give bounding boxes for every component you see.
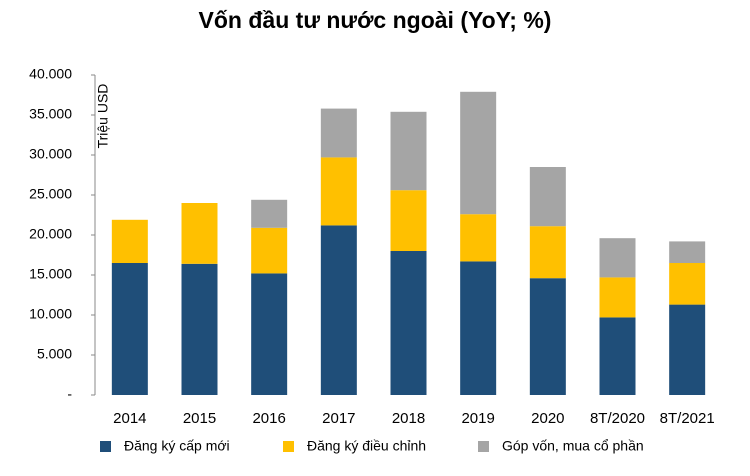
y-tick-label: 30.000 xyxy=(29,146,72,162)
bar-segment xyxy=(669,263,706,305)
bar-segment xyxy=(390,111,427,191)
bar-segment xyxy=(599,277,636,318)
bar-segment xyxy=(251,227,288,274)
bar-segment xyxy=(181,203,218,264)
bar-segment xyxy=(599,317,636,395)
bar-segment xyxy=(320,108,357,158)
x-tick-label: 2015 xyxy=(183,410,216,427)
legend-swatch xyxy=(100,441,111,452)
x-tick-label: 8T/2021 xyxy=(660,410,715,427)
bar-segment xyxy=(669,241,706,263)
y-tick-label: 35.000 xyxy=(29,106,72,122)
bar-segment xyxy=(390,190,427,251)
y-tick-label: 25.000 xyxy=(29,186,72,202)
bar-segment xyxy=(111,219,148,263)
chart-title: Vốn đầu tư nước ngoài (YoY; %) xyxy=(199,7,552,33)
bar-segment xyxy=(460,214,497,262)
bar-segment xyxy=(251,199,288,228)
y-tick-label: - xyxy=(67,386,72,402)
bar-segment xyxy=(251,273,288,395)
bar-segment xyxy=(599,238,636,278)
bar-segment xyxy=(111,263,148,395)
bar-segment xyxy=(529,278,566,395)
bar-segment xyxy=(460,91,497,215)
legend-label: Góp vốn, mua cổ phần xyxy=(502,438,644,454)
x-tick-label: 2018 xyxy=(392,410,425,427)
bar-segment xyxy=(669,304,706,395)
bar-segment xyxy=(320,225,357,395)
bar-segment xyxy=(529,226,566,279)
bar-segment xyxy=(390,251,427,395)
x-tick-label: 2019 xyxy=(461,410,494,427)
bar-segment xyxy=(320,157,357,226)
x-tick-label: 2014 xyxy=(113,410,146,427)
bar-segment xyxy=(181,263,218,395)
bar-segment xyxy=(529,167,566,227)
x-tick-label: 2020 xyxy=(531,410,564,427)
y-tick-label: 5.000 xyxy=(37,346,72,362)
x-tick-label: 8T/2020 xyxy=(590,410,645,427)
legend-swatch xyxy=(478,441,489,452)
bar-segment xyxy=(460,261,497,395)
y-tick-label: 40.000 xyxy=(29,66,72,82)
legend-label: Đăng ký điều chỉnh xyxy=(307,438,426,454)
x-tick-label: 2017 xyxy=(322,410,355,427)
y-tick-label: 15.000 xyxy=(29,266,72,282)
legend-label: Đăng ký cấp mới xyxy=(124,438,230,454)
y-tick-label: 20.000 xyxy=(29,226,72,242)
y-axis-label: Triệu USD xyxy=(95,84,111,149)
legend-swatch xyxy=(283,441,294,452)
x-tick-label: 2016 xyxy=(252,410,285,427)
y-tick-label: 10.000 xyxy=(29,306,72,322)
